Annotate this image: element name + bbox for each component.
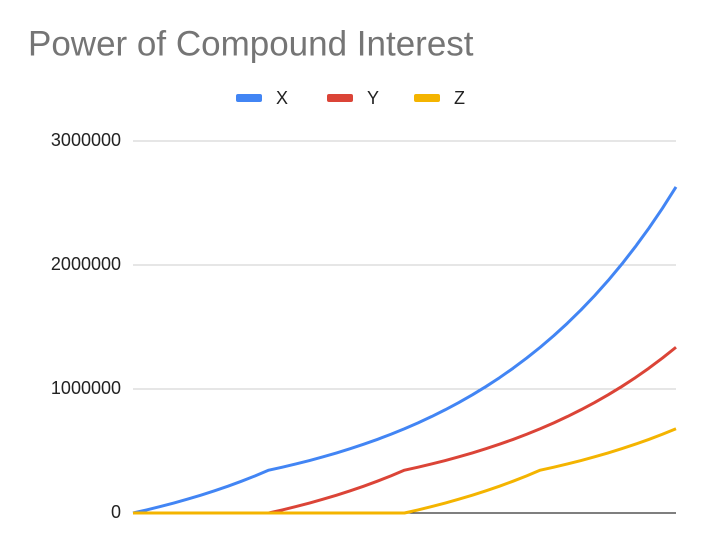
legend-label: Y bbox=[367, 88, 379, 108]
y-tick-label: 2000000 bbox=[51, 254, 121, 274]
chart-title: Power of Compound Interest bbox=[28, 24, 474, 63]
legend-label: Z bbox=[454, 88, 465, 108]
y-tick-label: 1000000 bbox=[51, 378, 121, 398]
series-line bbox=[132, 186, 678, 515]
y-tick-label: 3000000 bbox=[51, 130, 121, 150]
y-tick-label: 0 bbox=[111, 502, 121, 522]
legend-marker bbox=[327, 94, 353, 102]
legend-marker bbox=[414, 94, 440, 102]
legend-marker bbox=[236, 94, 262, 102]
legend-label: X bbox=[276, 88, 288, 108]
series-line bbox=[133, 427, 677, 515]
